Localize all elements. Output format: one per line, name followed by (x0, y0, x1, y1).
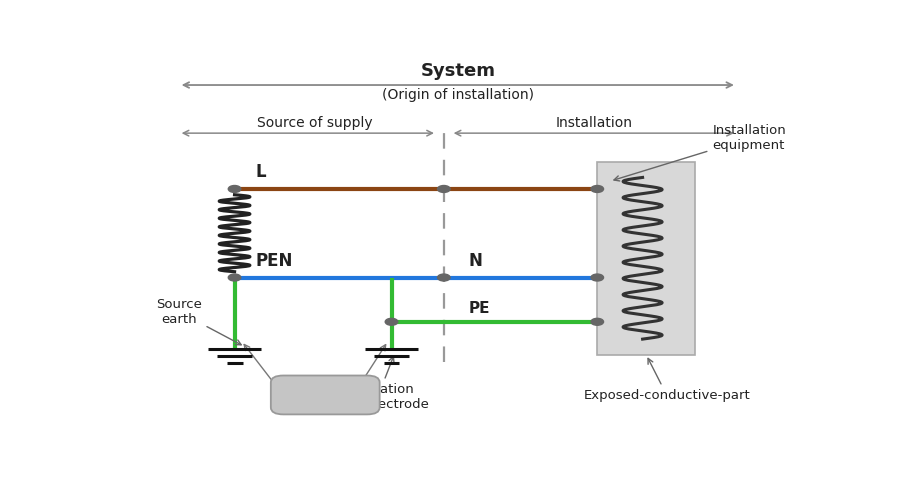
Circle shape (229, 186, 241, 192)
Circle shape (385, 318, 398, 326)
Bar (598, 162, 695, 354)
Circle shape (591, 186, 604, 192)
Text: PEN: PEN (256, 252, 292, 270)
Circle shape (591, 274, 604, 281)
Text: N: N (468, 252, 482, 270)
Text: T: T (308, 388, 318, 402)
Text: Source
earth: Source earth (156, 298, 241, 345)
Text: L: L (256, 162, 266, 180)
Circle shape (591, 318, 604, 326)
Circle shape (437, 274, 450, 281)
Circle shape (229, 274, 241, 281)
Text: Exposed-conductive-part: Exposed-conductive-part (583, 358, 751, 402)
Text: Installation
equipment: Installation equipment (614, 124, 786, 181)
Circle shape (437, 186, 450, 192)
Text: Installation
earth electrode: Installation earth electrode (326, 356, 429, 412)
Text: T: T (332, 388, 343, 402)
Text: PE: PE (468, 302, 490, 316)
Text: (Origin of installation): (Origin of installation) (382, 88, 534, 102)
FancyBboxPatch shape (271, 376, 380, 414)
Text: Installation: Installation (555, 116, 633, 130)
Text: Source of supply: Source of supply (257, 116, 373, 130)
Text: System: System (420, 62, 495, 80)
